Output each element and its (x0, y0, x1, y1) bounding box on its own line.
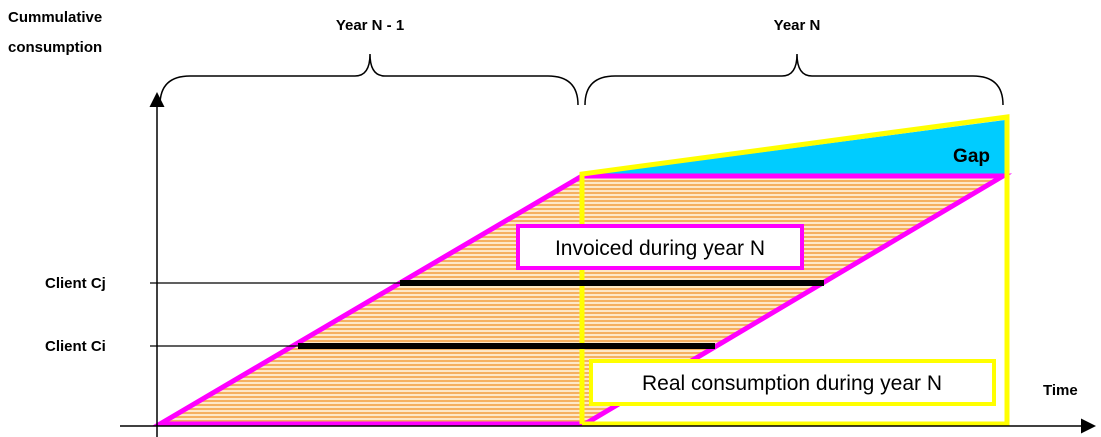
real-box (589, 359, 996, 406)
period-label: Year N (774, 17, 821, 34)
brace (159, 53, 579, 106)
y-axis-label: Cummulative (8, 9, 102, 26)
period-label: Year N - 1 (336, 17, 404, 34)
x-axis-label: Time (1043, 382, 1078, 399)
invoiced-label: Invoiced during year N (555, 237, 765, 260)
brace (584, 53, 1004, 106)
gap-label: Gap (953, 146, 990, 167)
y-axis-label: consumption (8, 39, 102, 56)
client-label: Client Ci (45, 338, 106, 355)
real-label: Real consumption during year N (642, 372, 942, 395)
invoiced-box (516, 224, 804, 270)
client-label: Client Cj (45, 275, 106, 292)
